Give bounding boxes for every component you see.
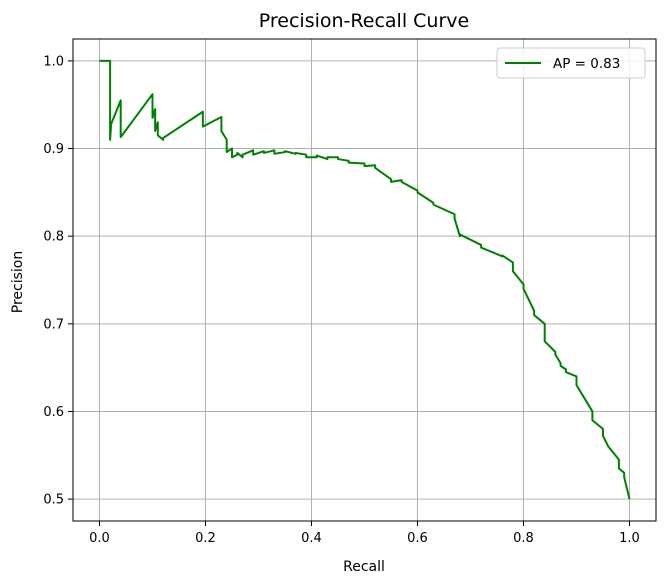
y-tick-label: 0.9 xyxy=(43,142,64,157)
plot-frame xyxy=(72,38,657,522)
x-axis-ticks: 0.0 0.2 0.4 0.6 0.8 1.0 xyxy=(89,521,640,546)
x-tick-label: 0.8 xyxy=(513,531,534,546)
y-axis-label: Precision xyxy=(10,251,26,313)
x-tick-label: 0.0 xyxy=(89,531,110,546)
x-tick-label: 1.0 xyxy=(619,531,640,546)
legend-label: AP = 0.83 xyxy=(553,56,620,72)
legend: AP = 0.83 xyxy=(496,47,646,79)
legend-box xyxy=(496,47,646,79)
x-axis-label: Recall xyxy=(343,559,385,575)
x-tick-label: 0.6 xyxy=(407,531,428,546)
chart-title: Precision-Recall Curve xyxy=(259,10,469,32)
y-tick-label: 1.0 xyxy=(43,54,64,69)
series-layer xyxy=(99,59,631,500)
x-tick-label: 0.4 xyxy=(301,531,322,546)
grid xyxy=(73,39,656,521)
y-axis-ticks: 0.5 0.6 0.7 0.8 0.9 1.0 xyxy=(43,54,73,508)
y-tick-label: 0.5 xyxy=(43,493,64,508)
y-tick-label: 0.7 xyxy=(43,317,64,332)
pr-curve-line xyxy=(99,59,631,500)
y-tick-label: 0.6 xyxy=(43,405,64,420)
y-tick-label: 0.8 xyxy=(43,230,64,245)
x-tick-label: 0.2 xyxy=(195,531,216,546)
